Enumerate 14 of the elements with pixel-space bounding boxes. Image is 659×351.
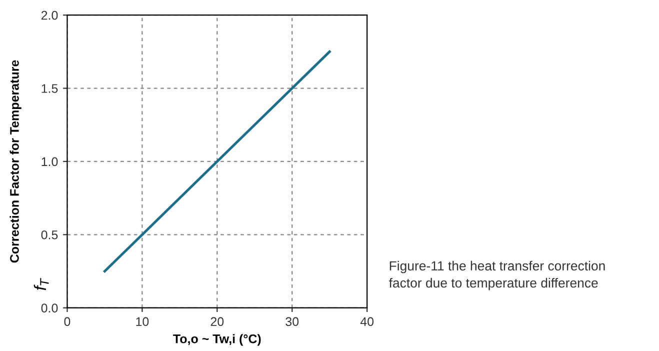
x-tick-label: 30: [286, 317, 299, 326]
text: Figure-11 the heat transfer correction factor due to temperature difference: [389, 260, 605, 290]
y-axis-title: Correction Factor for Temperature: [10, 60, 22, 263]
y-tick-label: 1.5: [42, 84, 58, 93]
text: f$_{T}$: [34, 278, 49, 290]
y-tick-label: 1.0: [42, 157, 58, 166]
x-axis-title: To,o ~ Tw,i (°C): [173, 334, 261, 346]
y-tick-label: 2.0: [41, 10, 58, 20]
x-tick-label: 20: [210, 317, 224, 326]
x-tick-label: 10: [136, 317, 149, 326]
y-tick-label: 0.5: [41, 230, 58, 240]
x-tick-label: 0: [64, 317, 70, 326]
x-tick-label: 40: [360, 317, 374, 326]
y-tick-label: 0.0: [41, 304, 58, 312]
